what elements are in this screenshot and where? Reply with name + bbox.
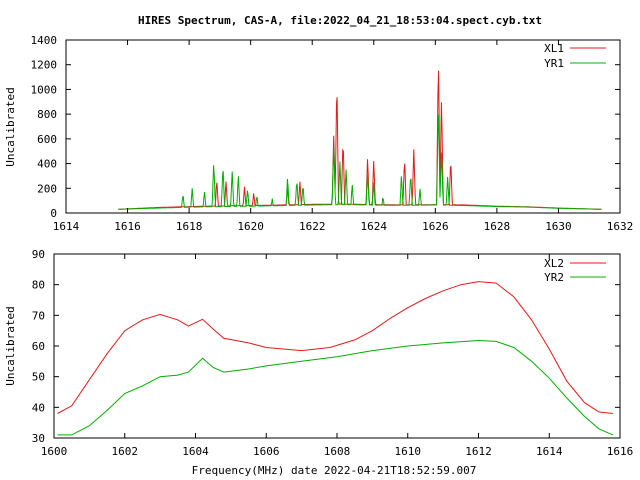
lower-x-axis-label: Frequency(MHz) date 2022-04-21T18:52:59.… (192, 464, 477, 477)
lower-y-tick-label: 70 (32, 309, 45, 322)
upper-y-tick-label: 0 (50, 207, 57, 220)
upper-y-tick-label: 400 (37, 158, 57, 171)
upper-x-tick-label: 1614 (53, 220, 80, 233)
lower-y-tick-label: 90 (32, 248, 45, 261)
legend-label-yr1: YR1 (544, 57, 564, 70)
upper-series-lines (118, 70, 602, 210)
upper-x-tick-label: 1624 (361, 220, 388, 233)
lower-x-tick-label: 1600 (41, 445, 68, 458)
lower-y-tick-label: 40 (32, 401, 45, 414)
lower-y-tick-label: 60 (32, 340, 45, 353)
upper-y-tick-label: 800 (37, 108, 57, 121)
lower-x-tick-label: 1614 (536, 445, 563, 458)
upper-x-tick-label: 1630 (545, 220, 572, 233)
lower-x-tick-label: 1604 (182, 445, 209, 458)
upper-ticks: 1614 1616 1618 1620 1622 1624 1626 1628 1630 1632… (31, 34, 634, 233)
upper-x-tick-label: 1632 (607, 220, 634, 233)
upper-y-tick-label: 1400 (31, 34, 58, 47)
upper-legend: XL1 YR1 (544, 42, 606, 70)
lower-x-tick-label: 1606 (253, 445, 280, 458)
upper-y-tick-label: 200 (37, 182, 57, 195)
upper-y-tick-label: 1200 (31, 59, 58, 72)
upper-x-tick-label: 1620 (237, 220, 264, 233)
legend-label-xl1: XL1 (544, 42, 564, 55)
series-line-yr2 (57, 339, 614, 436)
upper-x-tick-label: 1616 (114, 220, 141, 233)
figure-title: HIRES Spectrum, CAS-A, file:2022_04_21_1… (138, 14, 542, 27)
lower-y-tick-label: 80 (32, 279, 45, 292)
lower-x-tick-label: 1608 (324, 445, 351, 458)
lower-plot: Uncalibrated 1600 1602 1604 1606 1608 1610 161… (4, 248, 633, 477)
lower-x-tick-label: 1616 (607, 445, 634, 458)
lower-x-tick-label: 1612 (465, 445, 492, 458)
upper-y-axis-label: Uncalibrated (4, 87, 17, 166)
upper-x-tick-label: 1618 (176, 220, 203, 233)
upper-plot-frame (65, 39, 621, 214)
legend-label-xl2: XL2 (544, 257, 564, 270)
upper-y-tick-label: 600 (37, 133, 57, 146)
series-line-yr1 (118, 114, 602, 210)
series-line-xl2 (57, 281, 613, 414)
upper-plot: Uncalibrated 1614 1616 1618 1620 1622 1624 162… (4, 34, 633, 233)
lower-y-tick-label: 50 (32, 371, 45, 384)
lower-y-axis-label: Uncalibrated (4, 306, 17, 385)
upper-x-tick-label: 1622 (299, 220, 326, 233)
lower-x-tick-label: 1610 (395, 445, 422, 458)
upper-x-tick-label: 1628 (484, 220, 511, 233)
upper-x-tick-label: 1626 (422, 220, 449, 233)
lower-x-tick-label: 1602 (112, 445, 139, 458)
legend-label-yr2: YR2 (544, 271, 564, 284)
lower-legend: XL2 YR2 (544, 257, 606, 284)
lower-series-lines (57, 281, 614, 436)
lower-ticks: 1600 1602 1604 1606 1608 1610 1612 1614 1616 30 40… (32, 248, 634, 458)
lower-y-tick-label: 30 (32, 432, 45, 445)
upper-y-tick-label: 1000 (31, 83, 58, 96)
